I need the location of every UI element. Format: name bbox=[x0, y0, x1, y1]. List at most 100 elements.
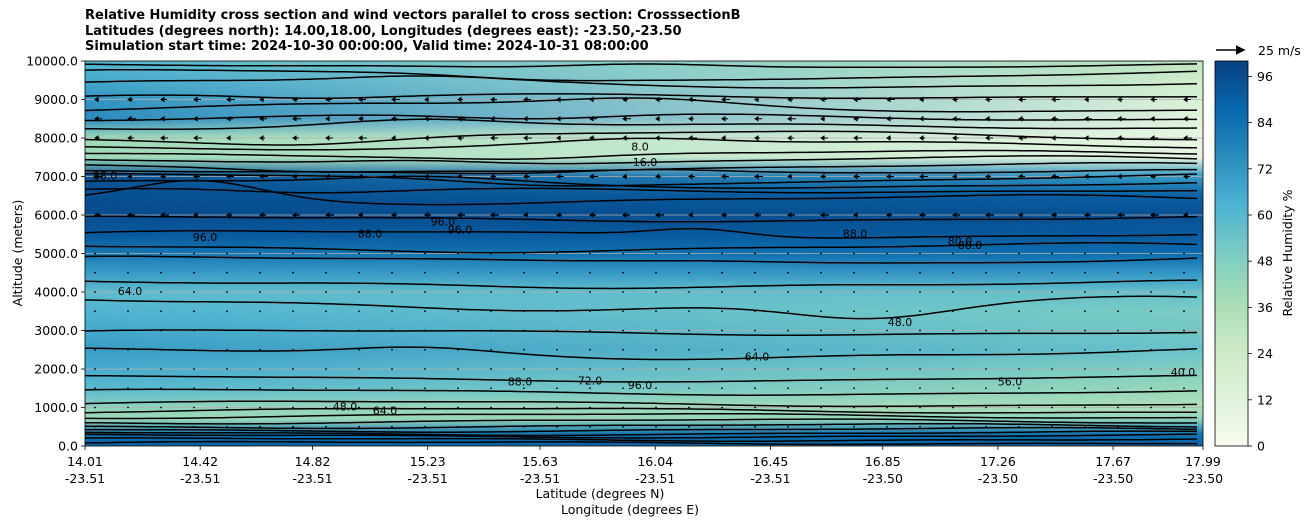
wind-vector-dot bbox=[424, 406, 426, 409]
wind-vector bbox=[589, 173, 598, 180]
y-tick-label: 9000.0 bbox=[34, 92, 78, 107]
contour-line bbox=[85, 137, 1197, 151]
wind-vector-dot bbox=[853, 425, 855, 428]
contour-line bbox=[85, 187, 1198, 194]
wind-vector bbox=[919, 212, 926, 218]
wind-vector-dot bbox=[1150, 252, 1152, 255]
wind-vector bbox=[919, 135, 925, 141]
wind-vector-dot bbox=[820, 291, 822, 293]
wind-vector-dot bbox=[358, 368, 360, 370]
contour-label: 88.0 bbox=[358, 227, 383, 240]
wind-vector-dot bbox=[193, 310, 195, 313]
title-line-3: Simulation start time: 2024-10-30 00:00:… bbox=[85, 39, 649, 54]
wind-vector bbox=[259, 212, 266, 218]
wind-vector-dot bbox=[226, 425, 228, 428]
wind-vector bbox=[820, 212, 829, 218]
wind-vector-dot bbox=[292, 348, 294, 351]
quiver-key-label: 25 m/s bbox=[1258, 43, 1301, 58]
contour-line bbox=[85, 149, 1198, 160]
wind-vector-dot bbox=[193, 406, 195, 409]
wind-vector-dot bbox=[457, 406, 459, 409]
x-axis-label-lat: Latitude (degrees N) bbox=[536, 486, 665, 501]
wind-vector-dot bbox=[1117, 271, 1119, 274]
wind-vector-dot bbox=[787, 406, 789, 409]
wind-vector-dot bbox=[1051, 425, 1053, 428]
wind-vector-dot bbox=[919, 291, 921, 293]
wind-vector-dot bbox=[523, 387, 525, 390]
wind-vector bbox=[1084, 135, 1090, 141]
wind-vector bbox=[1084, 173, 1093, 180]
wind-vector-dot bbox=[391, 271, 393, 274]
wind-vector bbox=[688, 135, 697, 141]
wind-vector-dot bbox=[1117, 252, 1119, 255]
wind-vector bbox=[292, 115, 301, 122]
contour-line bbox=[85, 433, 1198, 439]
wind-vector-dot bbox=[952, 425, 954, 428]
wind-vector bbox=[952, 115, 961, 122]
wind-vector-dot bbox=[391, 368, 393, 370]
wind-vector-dot bbox=[490, 252, 492, 255]
wind-vector-dot bbox=[985, 368, 987, 370]
wind-vector-dot bbox=[721, 425, 723, 428]
contour-line bbox=[85, 418, 1198, 425]
wind-vector-dot bbox=[490, 406, 492, 409]
wind-vector bbox=[1183, 173, 1190, 180]
contour-labels: 96.072.088.080.064.096.088.016.08.048.05… bbox=[93, 141, 1196, 418]
wind-vector-dot bbox=[853, 368, 855, 370]
wind-vector-dot bbox=[94, 271, 96, 274]
wind-vector-dot bbox=[1051, 329, 1053, 332]
wind-vector-dot bbox=[919, 406, 921, 409]
wind-vector bbox=[754, 173, 763, 180]
wind-vector bbox=[226, 135, 231, 141]
wind-vector-dot bbox=[556, 387, 558, 390]
colorbar-tick-label: 0 bbox=[1257, 439, 1265, 454]
wind-vector-dot bbox=[820, 252, 822, 255]
wind-vector-dot bbox=[424, 387, 426, 390]
colorbar-tick-label: 96 bbox=[1257, 69, 1273, 84]
wind-vector-dot bbox=[226, 271, 228, 274]
wind-vector-dot bbox=[853, 387, 855, 390]
wind-vector-dot bbox=[589, 310, 591, 313]
wind-vector-dot bbox=[259, 329, 261, 332]
wind-vector bbox=[325, 212, 334, 218]
wind-vector-dot bbox=[127, 252, 129, 255]
wind-vector bbox=[820, 173, 826, 180]
wind-vector-dot bbox=[391, 310, 393, 313]
wind-vector-dot bbox=[886, 329, 888, 332]
wind-vector-dot bbox=[985, 310, 987, 313]
wind-vector-dot bbox=[325, 368, 327, 370]
wind-vector bbox=[226, 173, 234, 180]
wind-vector-dot bbox=[292, 406, 294, 409]
wind-vector-dot bbox=[754, 252, 756, 255]
wind-vector bbox=[358, 212, 363, 218]
wind-vector-dot bbox=[655, 310, 657, 313]
wind-vector bbox=[622, 96, 628, 103]
contour-label: 88.0 bbox=[93, 170, 118, 183]
colorbar-fill bbox=[1214, 60, 1249, 447]
wind-vector-dot bbox=[127, 291, 129, 293]
wind-vector-dot bbox=[754, 368, 756, 370]
wind-vector bbox=[490, 96, 497, 103]
wind-vector-dot bbox=[688, 271, 690, 274]
wind-vector-dot bbox=[655, 271, 657, 274]
wind-vector-dot bbox=[94, 406, 96, 409]
contour-line bbox=[85, 440, 1197, 446]
contour-line bbox=[85, 374, 1198, 383]
wind-vector-dot bbox=[457, 271, 459, 274]
wind-vector-dot bbox=[1018, 425, 1020, 428]
wind-vector-dot bbox=[721, 387, 723, 390]
wind-vector-dot bbox=[1051, 406, 1053, 409]
wind-vector-dot bbox=[589, 406, 591, 409]
wind-vector-dot bbox=[688, 291, 690, 293]
x-tick-label-lat: 14.01 bbox=[67, 454, 103, 469]
wind-vector bbox=[391, 173, 399, 180]
x-tick-label-lat: 16.45 bbox=[753, 454, 789, 469]
contour-label: 56.0 bbox=[998, 375, 1023, 388]
wind-vector-dot bbox=[1117, 348, 1119, 351]
wind-vector-dot bbox=[721, 406, 723, 409]
wind-vector bbox=[754, 115, 762, 122]
wind-vector-dot bbox=[952, 310, 954, 313]
wind-vector-dot bbox=[226, 387, 228, 390]
wind-vector-dot bbox=[1018, 252, 1020, 255]
wind-vector-dot bbox=[1183, 387, 1185, 390]
